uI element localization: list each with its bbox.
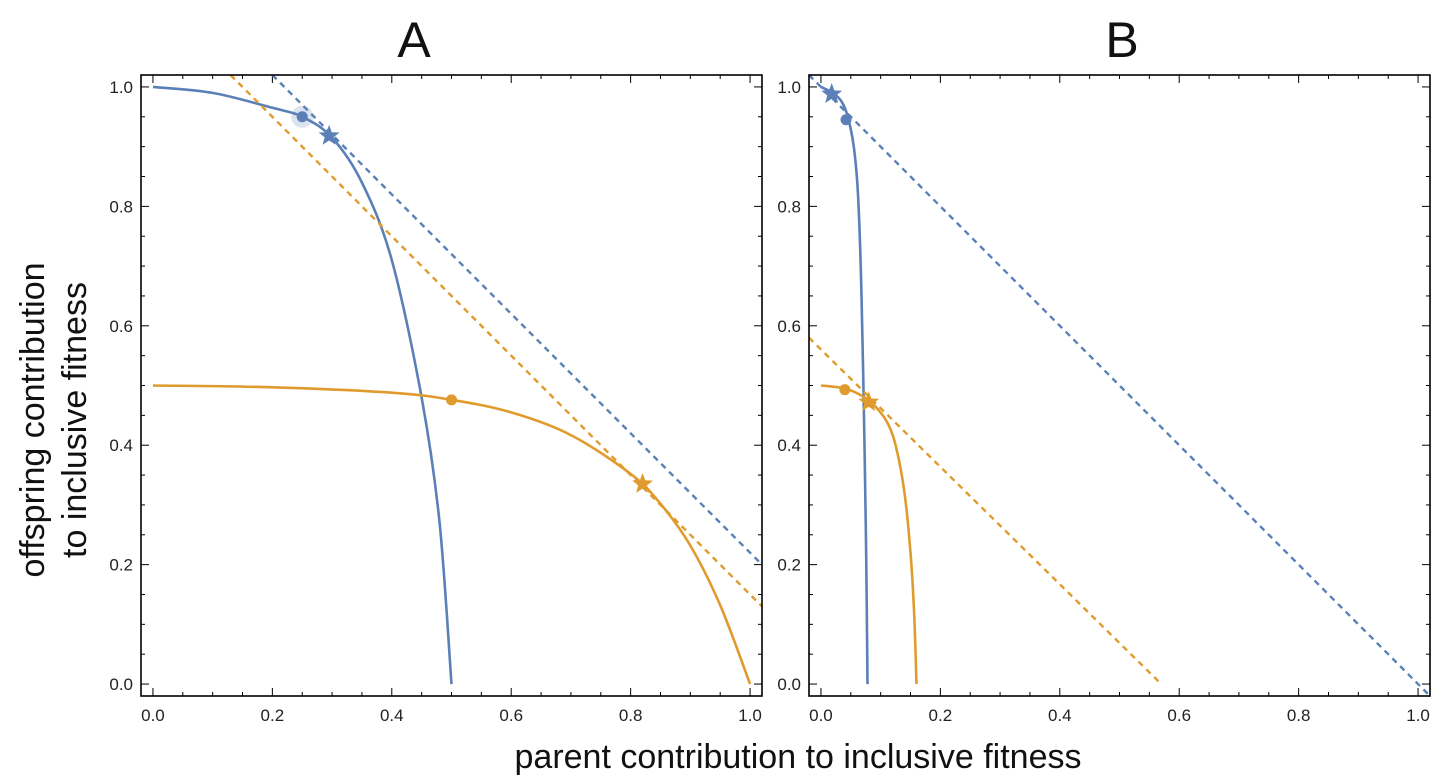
panel-b-x-tick-label: 0.6 xyxy=(1167,706,1191,725)
panel-b-y-tick-label: 0.2 xyxy=(777,556,801,575)
panel-a-blue-curve xyxy=(152,85,453,685)
panel-a-y-tick-label: 0.2 xyxy=(109,556,133,575)
panel-b-y-tick-label: 0.0 xyxy=(777,675,801,694)
panel-b-blue-dot-marker xyxy=(840,114,852,126)
panel-b-x-tick-label: 1.0 xyxy=(1406,706,1430,725)
panel-a-x-tick-label: 0.6 xyxy=(499,706,523,725)
y-axis-title-line-1: offspring contribution xyxy=(14,262,52,577)
panel-b-title: B xyxy=(1105,12,1138,68)
panel-a-y-tick-label: 0.4 xyxy=(109,436,133,455)
panel-b-orange-star-marker xyxy=(858,391,880,412)
panel-a-blue-dashed-line xyxy=(271,75,762,566)
panel-b-y-tick-label: 0.8 xyxy=(777,197,801,216)
panel-a-orange-curve xyxy=(152,384,752,685)
panel-a-series-group xyxy=(152,75,762,685)
x-axis-title: parent contribution to inclusive fitness xyxy=(515,738,1082,776)
panel-a-orange-dashed-line xyxy=(229,75,762,608)
panel-a-x-tick-label: 0.4 xyxy=(380,706,404,725)
panel-b-x-tick-label: 0.4 xyxy=(1048,706,1072,725)
panel-b-x-tick-label: 0.2 xyxy=(929,706,953,725)
panel-b-y-tick-label: 0.6 xyxy=(777,317,801,336)
panel-b-series-group xyxy=(809,75,1430,696)
panel-a-blue-star-marker xyxy=(318,124,340,145)
panel-b-blue-star-marker xyxy=(821,83,843,103)
panel-b-y-tick-label: 0.4 xyxy=(777,436,801,455)
y-axis-title-group: offspring contribution to inclusive fitn… xyxy=(14,262,94,577)
panel-a-y-tick-label: 0.8 xyxy=(109,197,133,216)
panel-b-orange-dot-marker xyxy=(839,384,851,396)
panel-b-blue-dashed-line xyxy=(809,75,1430,696)
y-axis-title-line-2: to inclusive fitness xyxy=(56,282,94,558)
panel-a-x-tick-label: 1.0 xyxy=(738,706,762,725)
panel-b-x-tick-label: 0.0 xyxy=(809,706,833,725)
panel-a-title: A xyxy=(397,12,431,68)
panel-a-orange-dot-marker xyxy=(446,394,457,406)
panel-b-plot-frame xyxy=(808,74,1431,697)
panel-a-x-tick-label: 0.2 xyxy=(261,706,285,725)
panel-a-blue-dot-marker xyxy=(296,111,308,123)
panel-a: A 0.0 0.2 0.4 0.6 0.8 1.0 0.0 0.2 0.4 0.6 0.8 1.0 xyxy=(109,12,763,725)
panel-b-y-tick-label: 1.0 xyxy=(777,78,801,97)
panel-a-y-tick-label: 1.0 xyxy=(109,78,133,97)
panel-b-blue-curve xyxy=(820,85,869,685)
panel-a-y-tick-label: 0.0 xyxy=(109,675,133,694)
panel-a-y-tick-label: 0.6 xyxy=(109,317,133,336)
panel-b-orange-dashed-line xyxy=(809,336,1163,685)
panel-b-orange-curve xyxy=(820,384,918,685)
panel-b: B 0.0 0.2 0.4 0.6 0.8 1.0 0.0 0.2 0.4 0.6 0.8 1.0 xyxy=(777,12,1431,725)
panel-b-x-tick-label: 0.8 xyxy=(1287,706,1311,725)
panel-a-orange-star-marker xyxy=(632,473,653,493)
panel-a-x-tick-label: 0.8 xyxy=(619,706,643,725)
panel-a-plot-frame xyxy=(140,74,763,697)
panel-a-x-tick-label: 0.0 xyxy=(141,706,165,725)
